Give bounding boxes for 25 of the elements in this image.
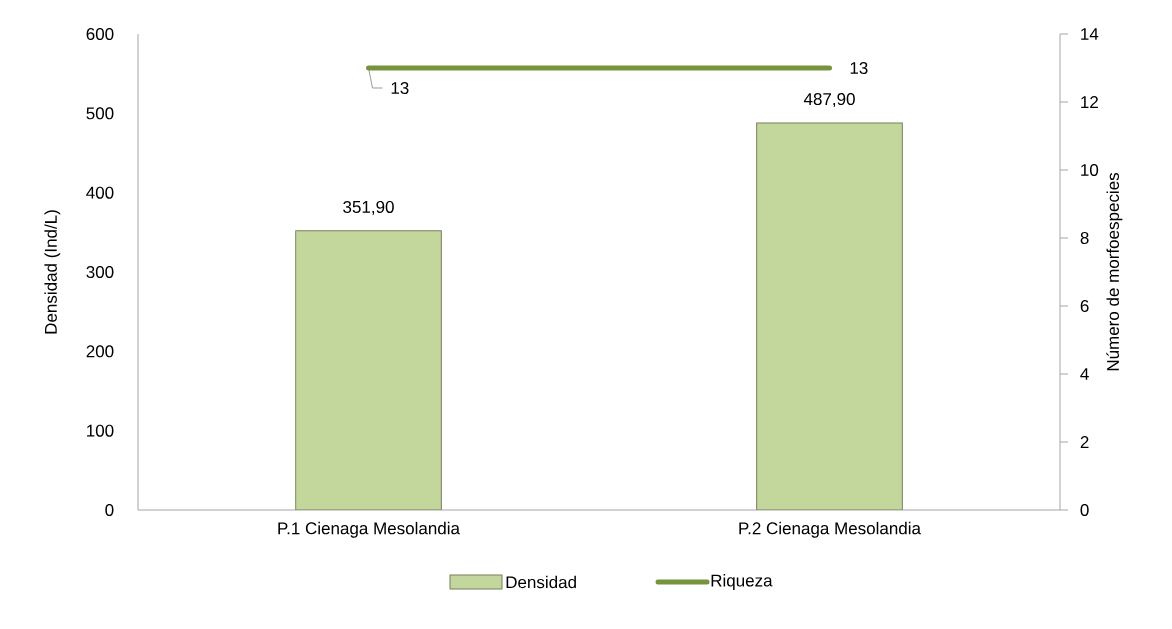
y2-tick-label: 4 [1080, 368, 1089, 380]
data-label: 13 [850, 61, 868, 75]
y2-tick-label: 10 [1081, 163, 1099, 177]
y2-tick-label: 2 [1080, 436, 1089, 448]
y-axis-title: Densidad (Ind/L) [44, 210, 61, 334]
y-tick-label: 300 [86, 265, 114, 279]
y-tick-label: 200 [86, 345, 114, 358]
y2-tick-label: 0 [1080, 503, 1089, 517]
x-tick-label: P.2 Cienaga Mesolandia [739, 521, 921, 538]
legend-label: Densidad [506, 575, 576, 589]
y2-tick-label: 14 [1081, 28, 1099, 40]
data-label: 487,90 [803, 93, 855, 108]
data-label: 13 [391, 81, 409, 95]
legend-label: Riqueza [711, 574, 773, 590]
y2-tick-label: 8 [1080, 231, 1089, 245]
y-tick-label: 500 [86, 107, 114, 120]
y-tick-label: 100 [87, 424, 114, 437]
y2-tick-label: 6 [1080, 299, 1089, 313]
x-tick-label: P.1 Cienaga Mesolandia [278, 521, 460, 538]
y2-axis-title: Número de morfoespecies [1106, 172, 1123, 371]
y2-tick-label: 12 [1081, 96, 1098, 108]
data-label: 351,90 [343, 200, 394, 215]
y-tick-label: 0 [105, 503, 114, 517]
y-tick-label: 400 [86, 186, 114, 199]
y-tick-label: 600 [86, 27, 114, 41]
